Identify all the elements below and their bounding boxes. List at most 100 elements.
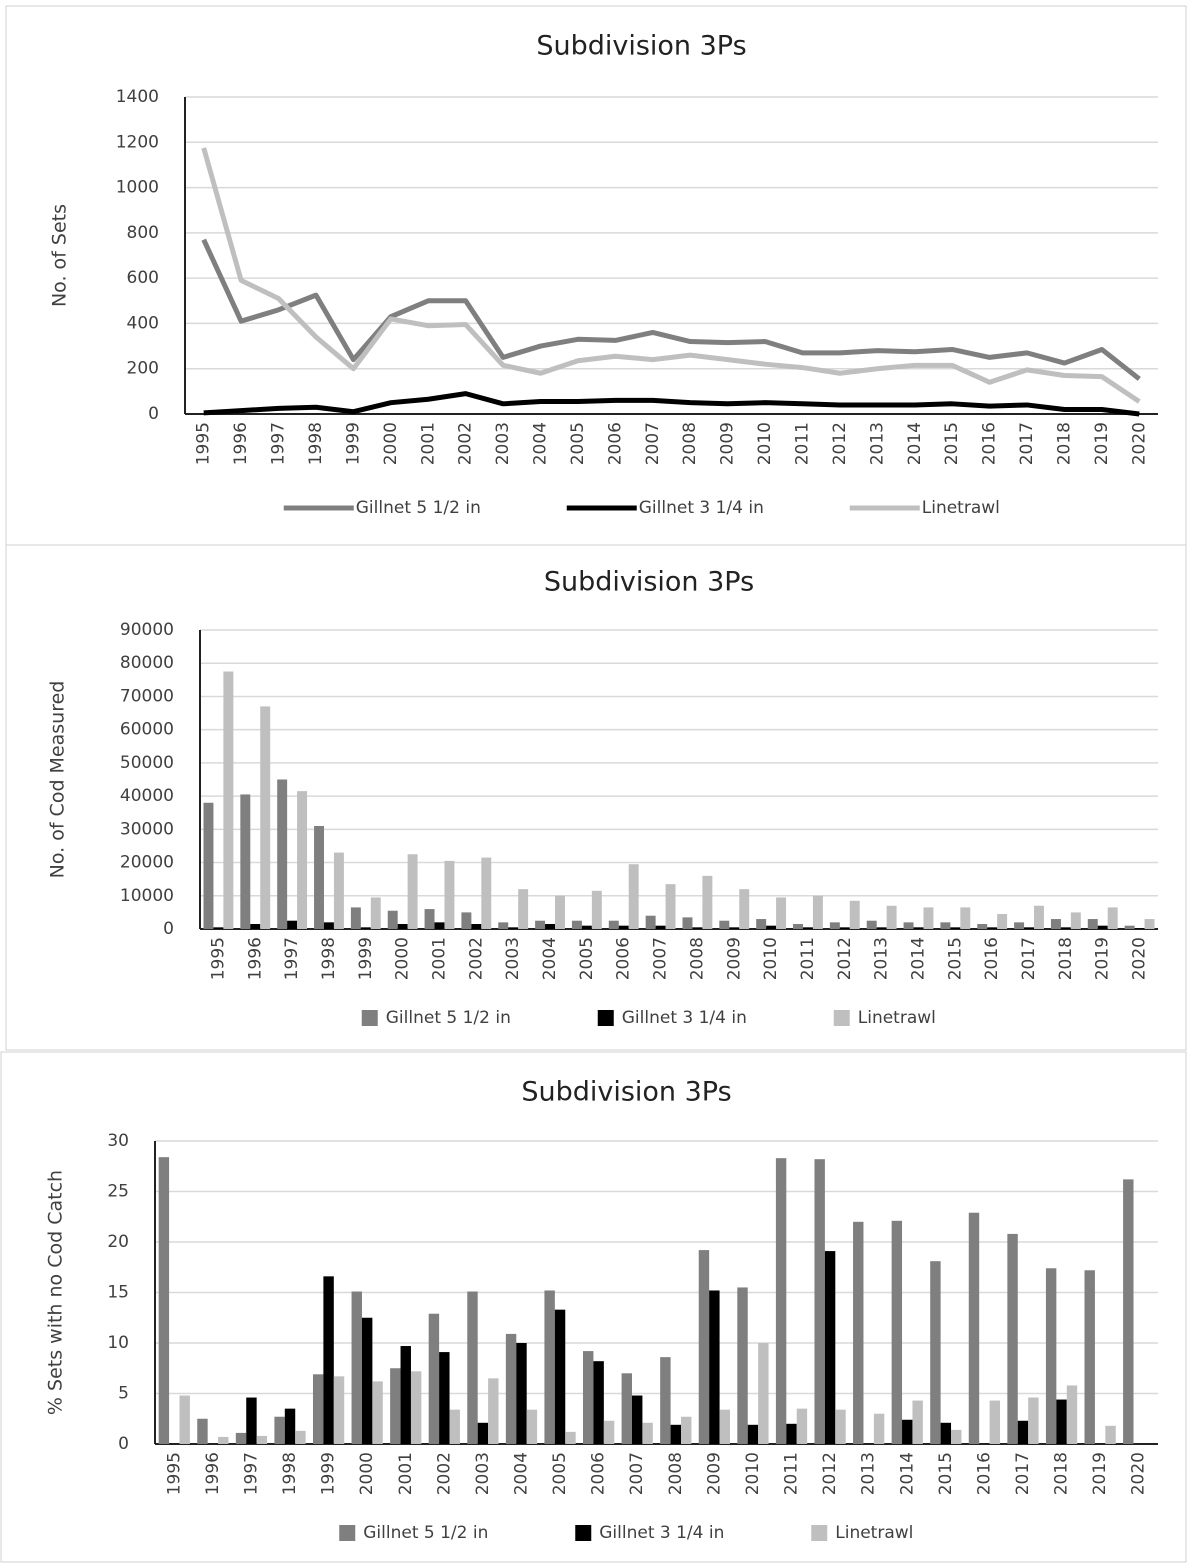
bar xyxy=(1014,922,1025,929)
bar xyxy=(397,924,408,929)
y-tick-label: 800 xyxy=(127,223,159,243)
bar xyxy=(361,1317,373,1444)
bar xyxy=(390,1368,401,1444)
bar xyxy=(940,1422,952,1444)
x-tick-label: 1998 xyxy=(280,1452,300,1495)
bar xyxy=(739,889,750,929)
bar xyxy=(581,925,592,929)
y-tick-label: 80000 xyxy=(120,653,174,673)
bar xyxy=(829,922,840,929)
bar xyxy=(370,897,381,929)
x-tick-label: 2016 xyxy=(980,422,1000,465)
y-tick-label: 70000 xyxy=(120,686,174,706)
bar xyxy=(323,922,334,929)
bar xyxy=(1045,1268,1057,1444)
y-axis-label: No. of Sets xyxy=(49,204,71,307)
bar xyxy=(903,922,914,929)
bar xyxy=(555,895,565,929)
x-tick-label: 1997 xyxy=(241,1452,261,1495)
bar xyxy=(554,1309,566,1444)
bar xyxy=(545,924,556,929)
bar xyxy=(218,1436,229,1444)
x-tick-label: 2016 xyxy=(982,937,1002,980)
y-tick-label: 25 xyxy=(107,1182,129,1202)
bar xyxy=(461,912,472,929)
x-tick-label: 2017 xyxy=(1019,937,1039,980)
bar xyxy=(977,924,988,929)
bar xyxy=(565,1431,576,1444)
x-tick-label: 2019 xyxy=(1092,422,1112,465)
bar xyxy=(802,927,813,929)
legend-swatch xyxy=(811,1525,828,1541)
bar xyxy=(950,927,961,929)
legend-label: Gillnet 3 1/4 in xyxy=(599,1523,724,1543)
x-tick-label: 1999 xyxy=(343,422,363,465)
x-tick-label: 1999 xyxy=(319,1452,339,1495)
bar xyxy=(873,1413,885,1444)
bar xyxy=(766,925,777,929)
x-tick-label: 1999 xyxy=(356,937,376,980)
bar xyxy=(989,1400,1001,1444)
bar xyxy=(618,925,629,929)
x-tick-label: 2011 xyxy=(782,1452,802,1495)
bar xyxy=(274,1416,285,1444)
bar xyxy=(260,706,271,929)
bar xyxy=(987,927,998,929)
x-tick-label: 2004 xyxy=(531,422,551,465)
bar xyxy=(284,1408,296,1444)
x-tick-label: 2005 xyxy=(568,422,588,465)
bar xyxy=(295,1430,306,1444)
x-tick-label: 2009 xyxy=(724,937,744,980)
bar xyxy=(642,1422,653,1444)
x-tick-label: 2015 xyxy=(936,1452,956,1495)
bar xyxy=(628,864,639,929)
y-tick-label: 40000 xyxy=(120,786,174,806)
legend-swatch xyxy=(339,1525,356,1541)
bar xyxy=(498,922,509,929)
x-tick-label: 2002 xyxy=(466,937,486,980)
line xyxy=(203,391,1140,417)
bar xyxy=(1087,919,1098,929)
panel-border xyxy=(0,1051,1187,1563)
bar xyxy=(632,1395,643,1444)
bar xyxy=(1134,928,1145,929)
bar xyxy=(256,1435,268,1444)
bar xyxy=(591,890,602,929)
x-tick-label: 2018 xyxy=(1052,1452,1072,1495)
bar xyxy=(692,927,703,929)
bar xyxy=(444,860,455,929)
bar xyxy=(812,895,823,929)
y-tick-label: 60000 xyxy=(120,720,174,740)
bar xyxy=(535,920,546,929)
bar xyxy=(439,1352,450,1444)
bar xyxy=(360,927,371,929)
bar xyxy=(1028,1397,1039,1444)
bar xyxy=(505,1333,517,1444)
x-tick-label: 2007 xyxy=(643,422,663,465)
legend-label: Gillnet 5 1/2 in xyxy=(363,1523,488,1543)
bar xyxy=(839,927,850,929)
bar xyxy=(1050,919,1061,929)
bar xyxy=(407,854,418,929)
bar xyxy=(670,1424,681,1444)
bar xyxy=(287,920,298,929)
bar xyxy=(516,1343,527,1444)
bar xyxy=(968,1212,980,1444)
bar xyxy=(756,919,767,929)
legend-label: Linetrawl xyxy=(858,1008,936,1028)
bar xyxy=(786,1423,797,1444)
bar xyxy=(1124,925,1135,929)
bar xyxy=(960,907,971,929)
x-tick-label: 2013 xyxy=(872,937,892,980)
x-tick-label: 2017 xyxy=(1013,1452,1033,1495)
bar xyxy=(312,1374,324,1444)
bar xyxy=(467,1291,478,1444)
bar xyxy=(1060,927,1071,929)
x-tick-label: 1996 xyxy=(203,1452,223,1495)
x-tick-label: 2008 xyxy=(687,937,707,980)
x-tick-label: 2010 xyxy=(743,1452,763,1495)
bar xyxy=(608,920,619,929)
x-tick-label: 2013 xyxy=(859,1452,879,1495)
chart-title: Subdivision 3Ps xyxy=(544,567,754,598)
